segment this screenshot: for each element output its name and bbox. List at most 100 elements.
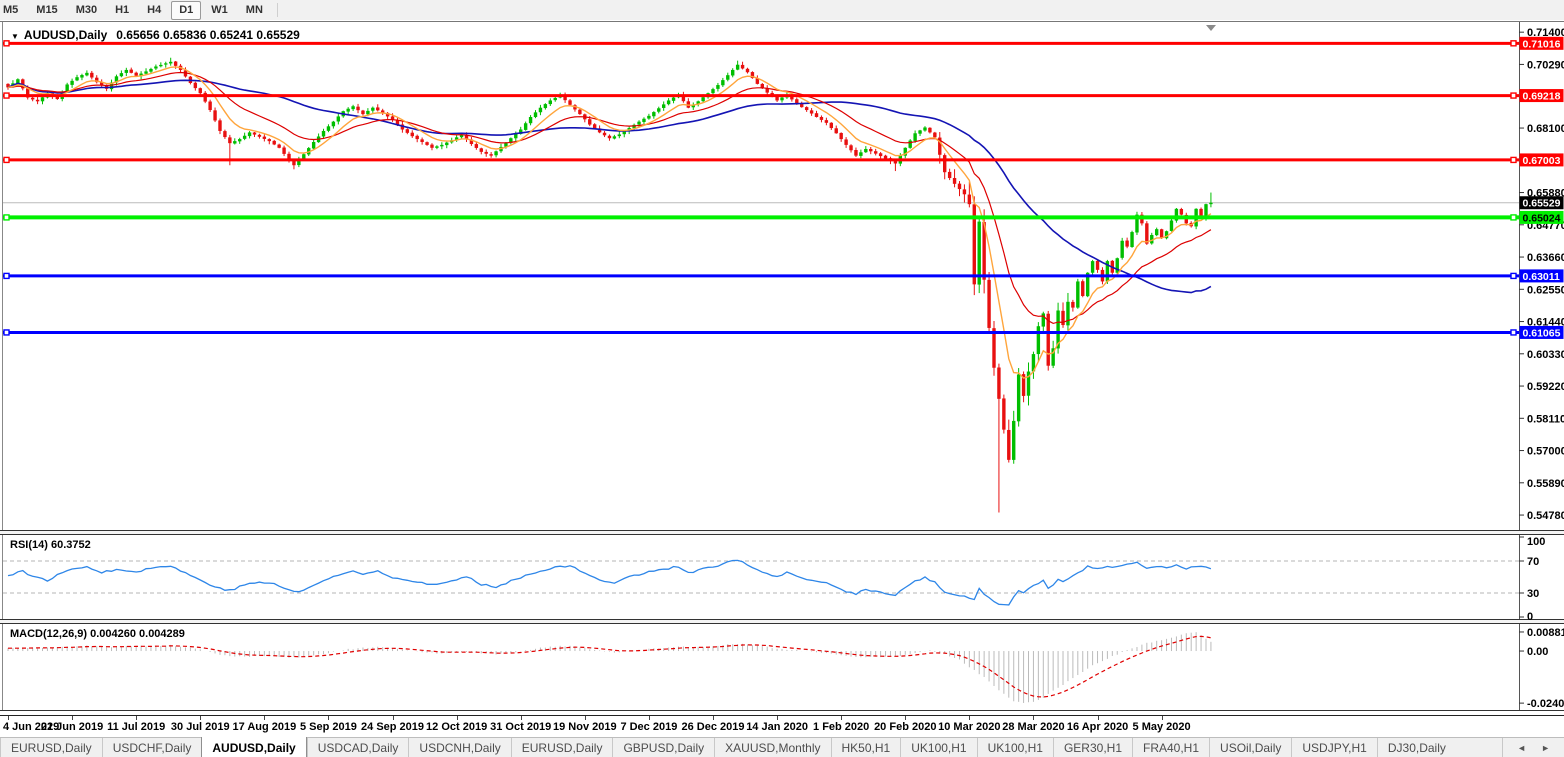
hline-0.71016[interactable]: [3, 40, 1519, 47]
candle-body: [740, 64, 745, 69]
macd-indicator-label: MACD(12,26,9) 0.004260 0.004289: [10, 628, 185, 640]
timeframe-button-m15[interactable]: M15: [36, 3, 58, 16]
candle-body: [292, 160, 296, 166]
hline-handle[interactable]: [1510, 272, 1517, 280]
candle-body: [647, 115, 651, 119]
candle-body: [913, 133, 917, 141]
tab-scroll-left-icon[interactable]: ◄: [1517, 743, 1527, 753]
candle-body: [1199, 208, 1203, 218]
timeframe-toolbar: M5 M15 M30 H1 H4 D1 W1 MN: [0, 0, 1564, 21]
candle-body: [1007, 429, 1011, 460]
candle-body: [371, 107, 375, 111]
macd-pane[interactable]: 0.008815 0.00 -0.024082: [7, 627, 1564, 710]
current-price-badge: [1519, 196, 1564, 210]
candle-body: [297, 159, 301, 166]
candle-body: [395, 120, 400, 125]
hline-handle[interactable]: [3, 156, 10, 164]
chart-shift-marker-icon[interactable]: [1206, 25, 1216, 31]
price-tick-label: 0.60330: [1527, 349, 1564, 361]
candle-body: [928, 127, 932, 133]
timeframe-button-w1[interactable]: W1: [211, 3, 228, 16]
candle-body: [701, 97, 705, 102]
timeframe-button-d1[interactable]: D1: [171, 0, 202, 20]
hline-handle[interactable]: [1510, 156, 1517, 164]
time-tick-mark: [584, 716, 586, 720]
candle-body: [780, 97, 784, 101]
hline-handle[interactable]: [1510, 329, 1517, 336]
candle-body: [775, 96, 779, 101]
time-tick-mark: [648, 716, 650, 720]
timeframe-button-h1[interactable]: H1: [115, 3, 130, 16]
chart-tab-usdcad-daily-3[interactable]: USDCAD,Daily: [306, 738, 409, 757]
hline-0.61065[interactable]: [3, 329, 1519, 336]
candle-body: [859, 152, 863, 156]
hline-handle[interactable]: [3, 214, 10, 221]
hline-handle[interactable]: [1510, 40, 1517, 47]
hline-handle[interactable]: [3, 272, 10, 280]
hline-0.67003[interactable]: [3, 156, 1519, 164]
chart-tab-eurusd-daily-0[interactable]: EURUSD,Daily: [0, 738, 102, 757]
candle-body: [1209, 202, 1213, 205]
tab-scroll-right-icon[interactable]: ►: [1541, 743, 1550, 753]
candle-body: [1076, 281, 1080, 308]
chart-tab-usdchf-daily-1[interactable]: USDCHF,Daily: [101, 738, 202, 757]
timeframe-button-m30[interactable]: M30: [75, 3, 98, 16]
candle-body: [282, 147, 286, 154]
chart-tab-uk100-h1-10[interactable]: UK100,H1: [976, 738, 1053, 757]
hline-handle[interactable]: [1510, 92, 1517, 99]
hline-handle[interactable]: [1510, 214, 1517, 221]
candle-body: [208, 101, 212, 111]
hline-0.63011[interactable]: [3, 272, 1519, 280]
candle-body: [242, 135, 247, 139]
hline-0.69218[interactable]: [3, 92, 1519, 99]
chart-tab-eurusd-daily-5[interactable]: EURUSD,Daily: [510, 738, 613, 757]
chart-dropdown-icon[interactable]: ▼: [11, 32, 19, 41]
rsi-pane[interactable]: 100 70 30 0: [3, 536, 1545, 623]
candle-body: [459, 134, 464, 138]
chart-tab-usdjpy-h1-14[interactable]: USDJPY,H1: [1291, 738, 1376, 757]
candle-body: [612, 136, 617, 139]
candle-body: [800, 103, 804, 108]
timeframe-button-m5[interactable]: M5: [3, 3, 19, 16]
pane-splitter[interactable]: [0, 619, 1564, 623]
hline-handle[interactable]: [3, 92, 10, 99]
price-pane[interactable]: [3, 57, 1519, 513]
candle-body: [484, 151, 488, 154]
candle-body: [356, 106, 360, 111]
candle-body: [311, 141, 316, 149]
candle-body: [1056, 310, 1060, 349]
hline-0.65024[interactable]: [3, 214, 1519, 221]
chart-tab-hk50-h1-8[interactable]: HK50,H1: [830, 738, 901, 757]
chart-tab-dj30-daily-15[interactable]: DJ30,Daily: [1376, 738, 1456, 757]
candle-body: [361, 110, 365, 115]
candle-body: [943, 155, 947, 173]
chart-canvas[interactable]: 0.714000.702900.681000.658800.647700.636…: [0, 20, 1564, 715]
chart-tab-uk100-h1-9[interactable]: UK100,H1: [900, 738, 976, 757]
candle-body: [193, 82, 198, 89]
time-tick-label: 4 Jun 2019: [3, 721, 60, 733]
price-badge-0.63011: [1519, 269, 1564, 283]
candle-body: [430, 144, 434, 148]
timeframe-button-mn[interactable]: MN: [245, 3, 263, 16]
hline-handle[interactable]: [3, 40, 10, 47]
time-tick-mark: [777, 716, 779, 720]
chart-tab-audusd-daily-2[interactable]: AUDUSD,Daily: [201, 737, 307, 757]
candle-body: [114, 76, 119, 83]
hline-handle[interactable]: [3, 329, 10, 336]
rsi-tick-label: 70: [1527, 556, 1539, 568]
chart-tab-gbpusd-daily-6[interactable]: GBPUSD,Daily: [612, 738, 714, 757]
chart-tab-xauusd-monthly-7[interactable]: XAUUSD,Monthly: [714, 738, 830, 757]
time-tick-label: 5 Sep 2019: [300, 721, 357, 733]
chart-tab-ger30-h1-11[interactable]: GER30,H1: [1052, 738, 1132, 757]
candle-body: [331, 121, 336, 127]
chart-tab-fra40-h1-12[interactable]: FRA40,H1: [1132, 738, 1209, 757]
candle-body: [967, 194, 972, 205]
candle-body: [735, 64, 740, 70]
pane-splitter[interactable]: [0, 530, 1564, 534]
candle-body: [302, 154, 306, 160]
chart-tab-usdcnh-daily-4[interactable]: USDCNH,Daily: [408, 738, 510, 757]
candle-body: [1130, 232, 1134, 247]
chart-window: 0.71400 0.70290 0.68100 0.65880 0.64770 0.636…: [0, 20, 1564, 715]
chart-tab-usoil-daily-13[interactable]: USOil,Daily: [1209, 738, 1291, 757]
timeframe-button-h4[interactable]: H4: [147, 3, 162, 16]
